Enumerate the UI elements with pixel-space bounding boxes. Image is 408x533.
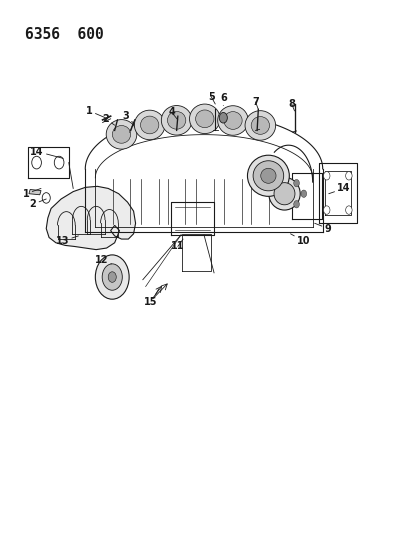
Ellipse shape [195,110,214,128]
Circle shape [324,206,330,214]
Ellipse shape [218,106,248,135]
Circle shape [42,192,50,203]
Circle shape [54,156,64,169]
Polygon shape [46,187,135,249]
Ellipse shape [167,111,186,129]
Circle shape [294,200,299,208]
Circle shape [95,255,129,299]
Circle shape [294,180,299,187]
Ellipse shape [253,161,284,191]
Text: 15: 15 [144,289,159,308]
Text: 2: 2 [102,114,115,125]
Ellipse shape [112,125,131,143]
Circle shape [346,206,352,214]
Text: 1: 1 [23,189,41,199]
Text: 13: 13 [55,236,78,246]
Text: 6: 6 [220,93,227,106]
Ellipse shape [251,117,270,134]
Ellipse shape [261,168,276,183]
Polygon shape [29,190,41,195]
Text: 11: 11 [171,239,184,252]
Ellipse shape [274,183,295,205]
Circle shape [346,172,352,180]
Circle shape [324,172,330,180]
Text: 6356  600: 6356 600 [25,27,104,42]
Ellipse shape [248,155,289,196]
Circle shape [219,112,227,123]
Ellipse shape [134,110,165,140]
Text: 3: 3 [122,111,133,123]
Circle shape [108,272,116,282]
Text: 14: 14 [329,183,351,193]
Text: 8: 8 [288,99,295,111]
Text: 7: 7 [252,97,259,109]
Circle shape [102,264,122,290]
Text: 1: 1 [86,106,105,118]
Text: 14: 14 [30,147,63,158]
Circle shape [32,156,42,169]
Text: 4: 4 [169,108,178,120]
Text: 5: 5 [208,92,215,104]
Ellipse shape [161,106,192,135]
Text: 9: 9 [315,223,331,233]
Text: 12: 12 [95,255,111,265]
Ellipse shape [269,177,300,210]
Ellipse shape [106,119,137,149]
Ellipse shape [140,116,159,134]
Ellipse shape [224,111,242,130]
Circle shape [301,190,307,197]
Ellipse shape [245,111,276,140]
Ellipse shape [189,104,220,134]
Text: 10: 10 [290,234,310,246]
Text: 2: 2 [30,199,46,209]
